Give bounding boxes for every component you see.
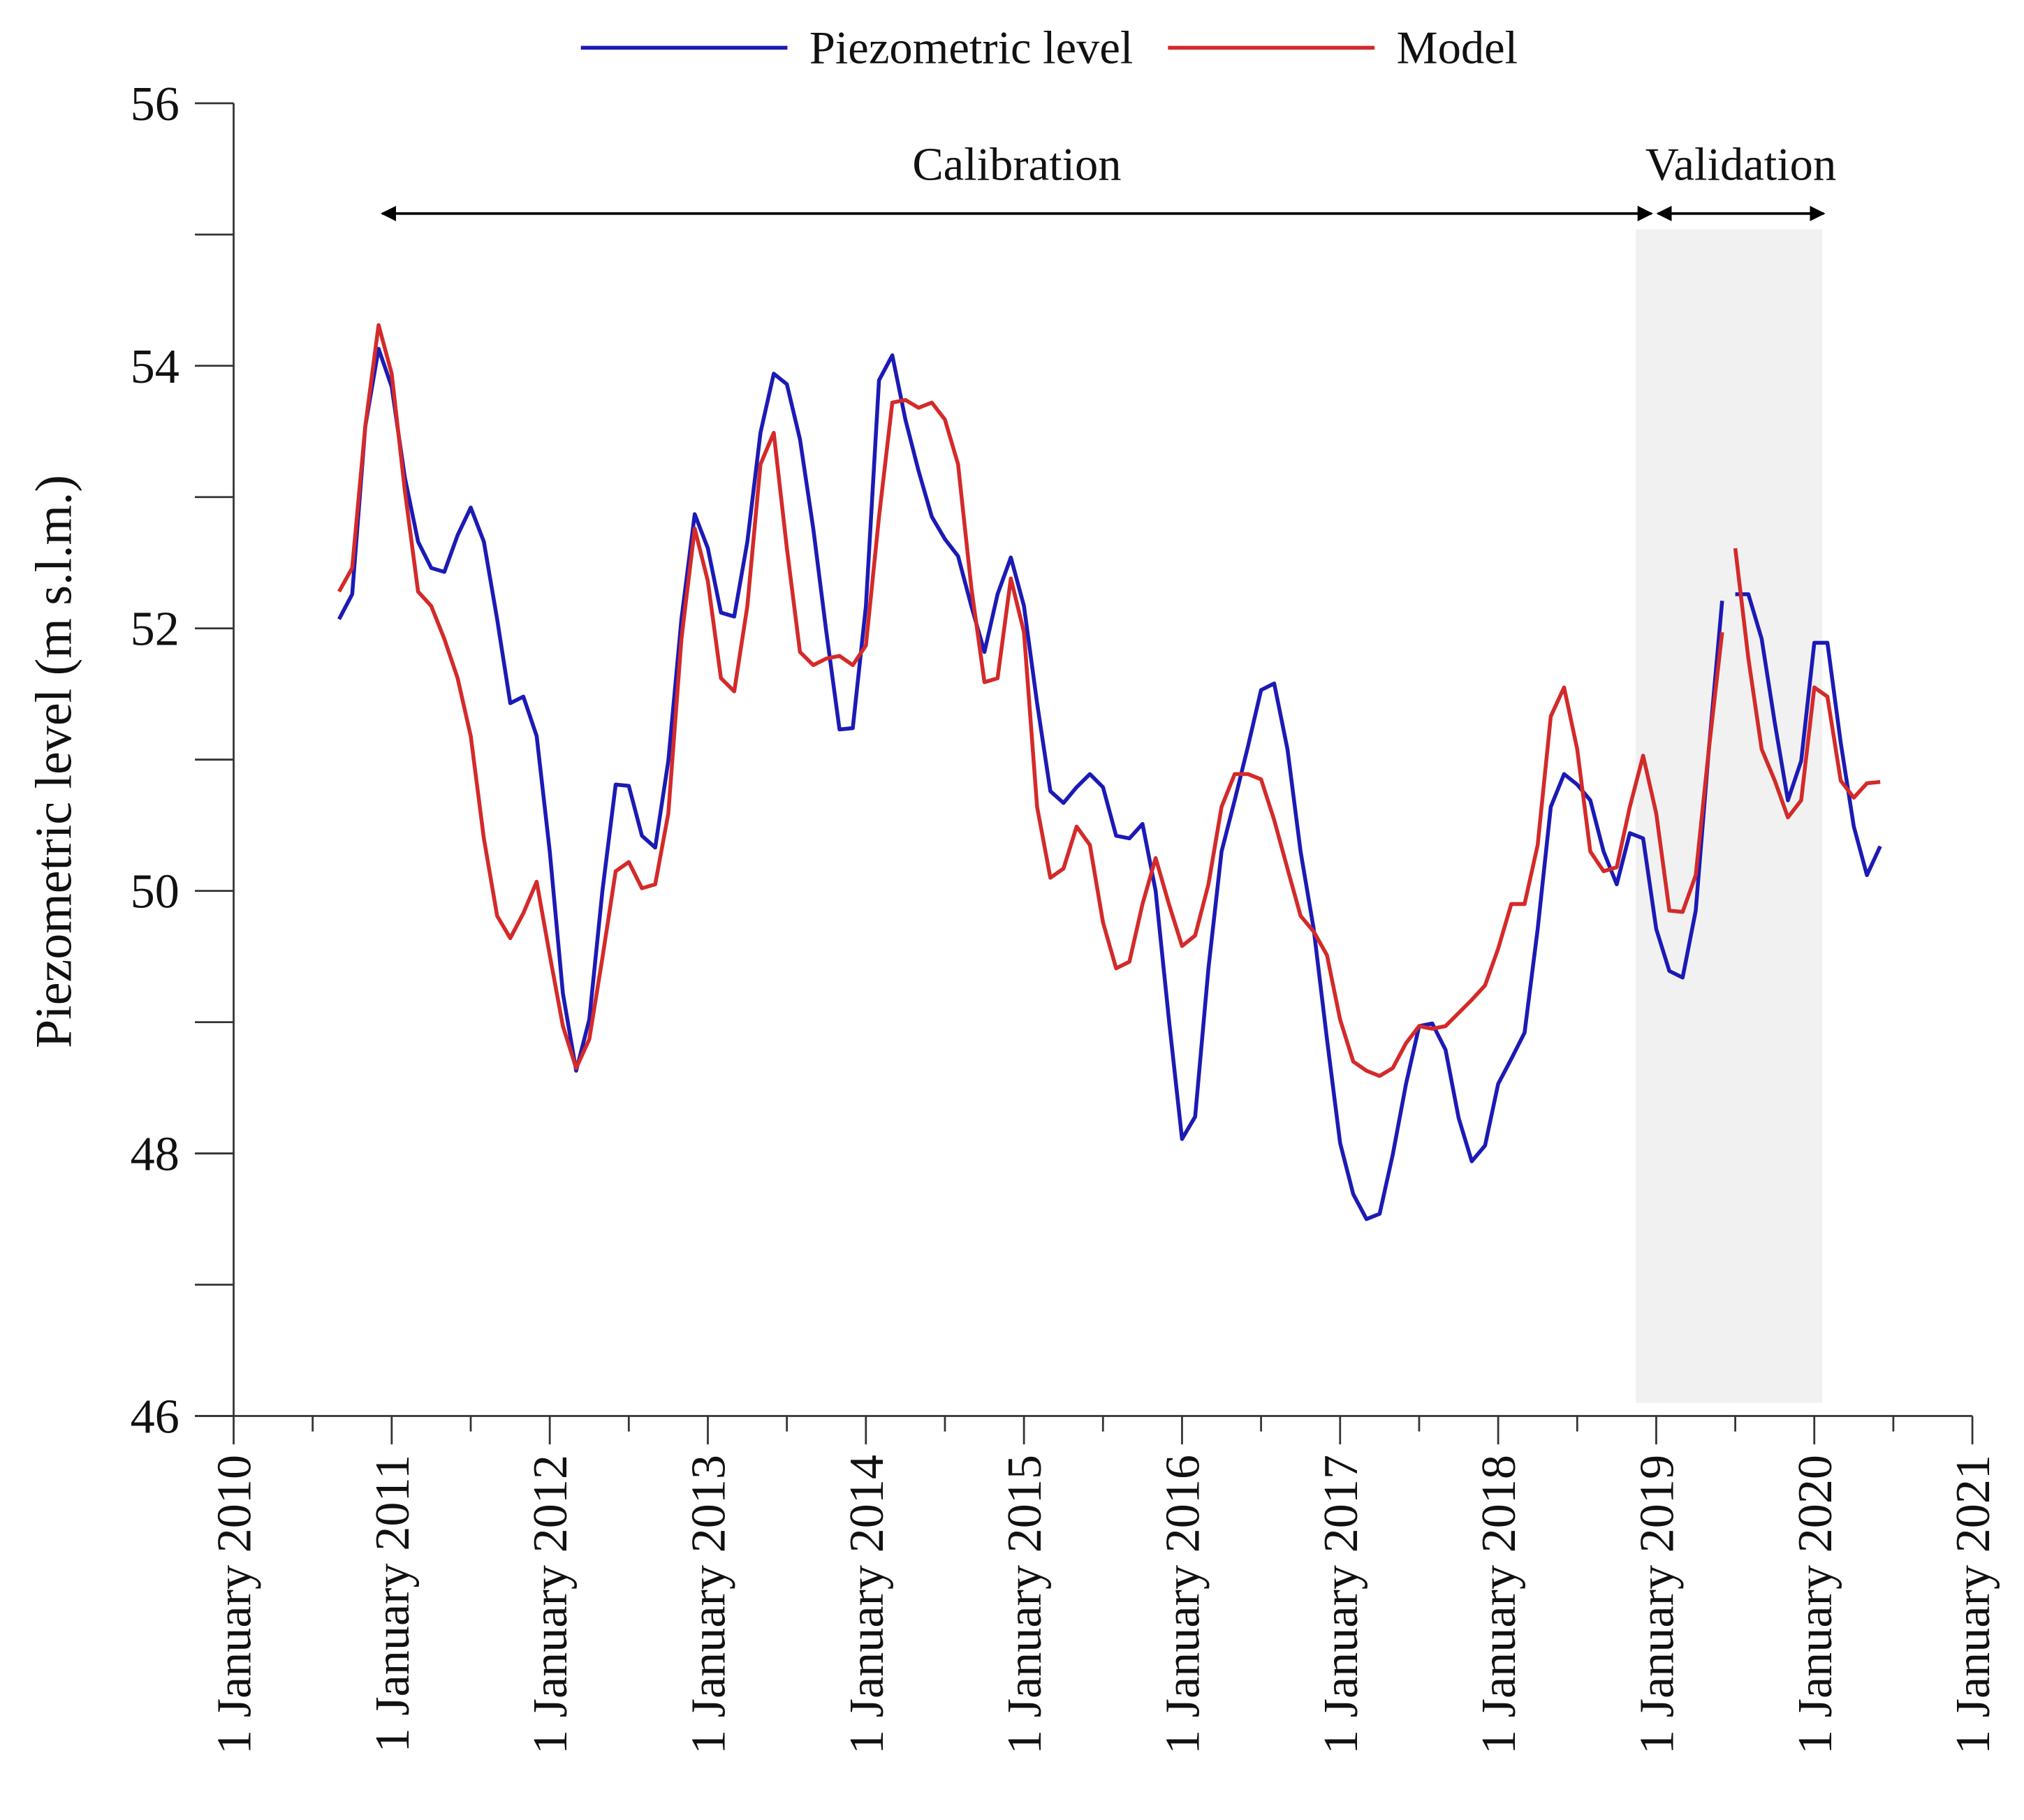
y-tick-label: 56 [131, 77, 179, 131]
legend-label: Model [1396, 23, 1518, 74]
x-tick-label: 1 January 2017 [1314, 1455, 1368, 1754]
series-line [337, 323, 1881, 1078]
legend-label: Piezometric level [809, 23, 1134, 74]
series-line [337, 346, 1882, 1221]
x-tick-label: 1 January 2010 [207, 1455, 262, 1754]
x-tick-label: 1 January 2012 [523, 1455, 578, 1754]
validation-shade [1636, 229, 1823, 1403]
y-tick-label: 50 [131, 865, 179, 919]
period-label: Validation [1645, 140, 1836, 191]
x-tick-label: 1 January 2011 [365, 1455, 420, 1752]
y-tick-label: 46 [131, 1390, 179, 1444]
x-tick-label: 1 January 2021 [1946, 1455, 2000, 1754]
y-axis-title: Piezometric level (m s.l.m.) [25, 475, 82, 1048]
x-tick-label: 1 January 2020 [1788, 1455, 1842, 1754]
x-tick-label: 1 January 2013 [682, 1455, 736, 1754]
y-tick-label: 48 [131, 1127, 179, 1182]
x-tick-label: 1 January 2015 [997, 1455, 1052, 1754]
y-tick-label: 54 [131, 339, 179, 394]
period-label: Calibration [912, 140, 1121, 191]
x-tick-label: 1 January 2019 [1629, 1455, 1684, 1754]
x-tick-label: 1 January 2014 [839, 1455, 894, 1754]
x-tick-label: 1 January 2016 [1155, 1455, 1210, 1754]
y-tick-label: 52 [131, 602, 179, 656]
x-tick-label: 1 January 2018 [1472, 1455, 1526, 1754]
